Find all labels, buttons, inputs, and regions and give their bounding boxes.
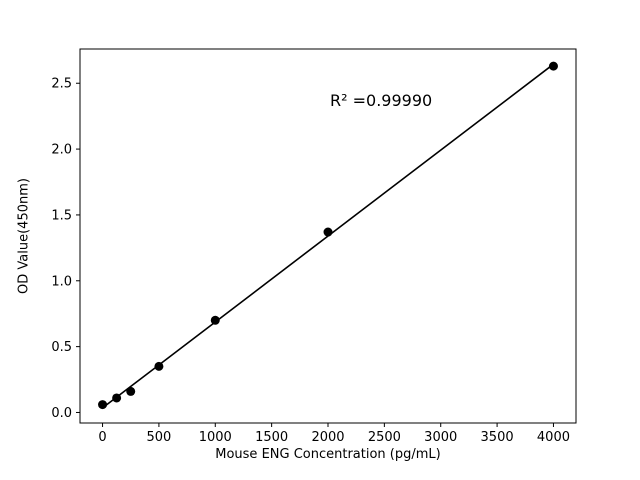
- y-tick-label: 0.5: [51, 340, 72, 355]
- x-tick-label: 1500: [255, 430, 288, 445]
- x-tick-label: 2000: [311, 430, 344, 445]
- data-point: [126, 386, 136, 396]
- x-tick-label: 2500: [368, 430, 401, 445]
- data-point: [98, 400, 108, 410]
- data-point: [548, 61, 558, 71]
- r-squared-annotation: R² =0.99990: [330, 91, 433, 110]
- x-tick-label: 0: [98, 430, 106, 445]
- x-tick-label: 1000: [199, 430, 232, 445]
- data-point: [112, 393, 122, 403]
- y-axis-label: OD Value(450nm): [16, 178, 32, 294]
- data-point: [210, 315, 220, 325]
- x-tick-label: 500: [146, 430, 171, 445]
- y-tick-label: 1.0: [51, 274, 72, 289]
- y-tick-label: 2.5: [51, 77, 72, 92]
- data-point: [323, 227, 333, 237]
- x-axis-label: Mouse ENG Concentration (pg/mL): [215, 447, 441, 462]
- y-tick-label: 0.0: [51, 406, 72, 421]
- data-point: [154, 361, 164, 371]
- x-tick-label: 3000: [424, 430, 457, 445]
- y-tick-label: 1.5: [51, 208, 72, 223]
- y-tick-label: 2.0: [51, 143, 72, 158]
- x-tick-label: 4000: [537, 430, 570, 445]
- x-tick-label: 3500: [481, 430, 514, 445]
